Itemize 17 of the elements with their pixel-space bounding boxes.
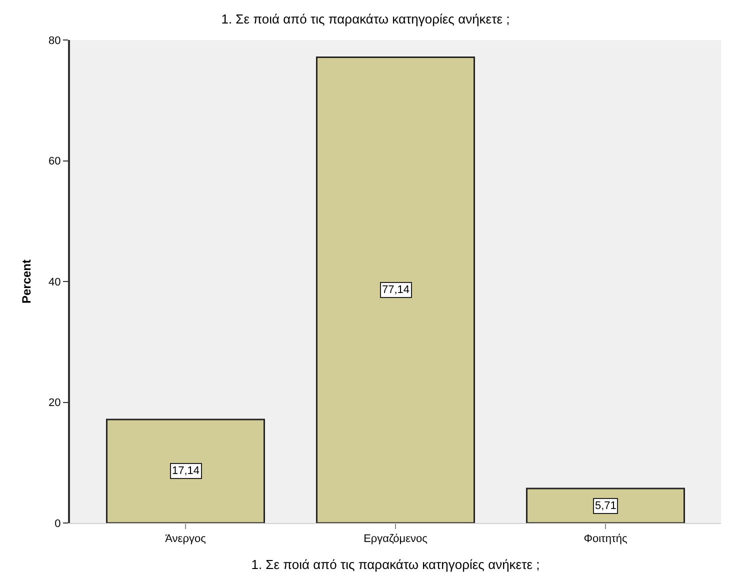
y-tick-label: 40	[48, 276, 61, 288]
bar	[526, 488, 685, 523]
x-tick-label: Άνεργος	[165, 533, 206, 546]
y-tick-label: 80	[48, 34, 61, 47]
chart-title: 1. Σε ποιά από τις παρακάτω κατηγορίες ανήκετε ;	[221, 12, 510, 27]
x-tick-label: Φοιτητής	[584, 533, 628, 546]
data-label: 5,71	[595, 500, 616, 512]
y-tick-label: 20	[48, 397, 61, 410]
bar	[316, 56, 475, 523]
y-tick-label: 0	[54, 518, 61, 530]
data-label: 77,14	[382, 284, 410, 296]
y-tick-label: 60	[48, 156, 61, 168]
bar	[106, 418, 265, 523]
y-axis-title: Percent	[19, 259, 34, 304]
data-label: 17,14	[172, 465, 200, 477]
x-tick-label: Εργαζόμενος	[364, 533, 428, 546]
x-axis-title: 1. Σε ποιά από τις παρακάτω κατηγορίες ανήκετε ;	[251, 556, 540, 572]
